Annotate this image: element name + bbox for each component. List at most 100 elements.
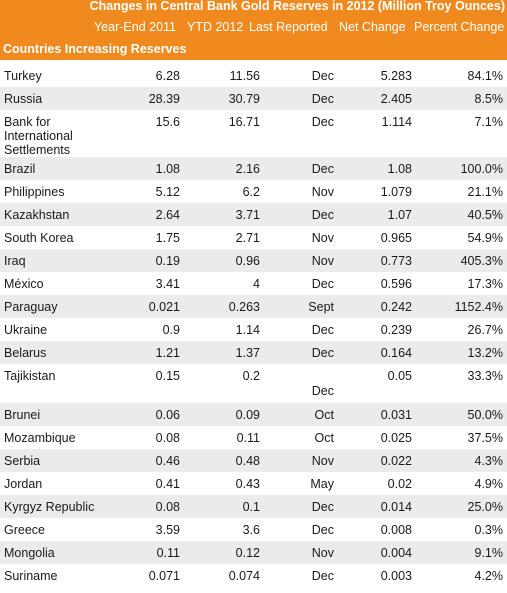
percent-change-cell: 40.5% (467, 207, 503, 222)
year-end-2011-cell: 28.39 (148, 91, 180, 106)
section-header: Countries Increasing Reserves (0, 40, 507, 62)
column-header-row: Year-End 2011 YTD 2012 Last Reported Net… (0, 16, 507, 40)
percent-change-cell: 25.0% (467, 499, 503, 514)
last-reported-cell: Oct (314, 407, 334, 422)
percent-change-cell: 50.0% (467, 407, 503, 422)
last-reported-cell: Dec (311, 499, 334, 514)
percent-change-cell: 21.1% (467, 184, 503, 199)
percent-change-cell: 4.3% (474, 453, 504, 468)
col-net-change: Net Change (339, 20, 406, 34)
year-end-2011-cell: 0.41 (155, 476, 180, 491)
net-change-cell: 0.02 (387, 476, 412, 491)
ytd-2012-cell: 6.2 (242, 184, 260, 199)
ytd-2012-cell: 4 (253, 276, 260, 291)
year-end-2011-cell: 0.071 (148, 568, 180, 583)
table-row: Greece 3.59 3.6 Dec 0.008 0.3% (0, 518, 507, 541)
country-cell: Suriname (4, 568, 58, 583)
table-row: Jordan 0.41 0.43 May 0.02 4.9% (0, 472, 507, 495)
col-ytd-2012: YTD 2012 (187, 20, 244, 34)
table-row: Mozambique 0.08 0.11 Oct 0.025 37.5% (0, 426, 507, 449)
col-percent-change: Percent Change (414, 20, 505, 34)
table-row: Iraq 0.19 0.96 Nov 0.773 405.3% (0, 249, 507, 272)
country-cell: Greece (4, 522, 45, 537)
col-year-end-2011: Year-End 2011 (94, 20, 177, 34)
net-change-cell: 0.003 (380, 568, 412, 583)
ytd-2012-cell: 11.56 (229, 68, 260, 83)
country-cell: South Korea (4, 230, 74, 245)
last-reported-cell: Nov (311, 184, 334, 199)
last-reported-cell: Dec (311, 345, 334, 360)
percent-change-cell: 7.1% (474, 115, 504, 129)
ytd-2012-cell: 0.1 (242, 499, 260, 514)
country-cell: Belarus (4, 345, 47, 360)
country-cell: Jordan (4, 476, 43, 491)
percent-change-cell: 26.7% (467, 322, 503, 337)
net-change-cell: 1.079 (380, 184, 412, 199)
year-end-2011-cell: 1.75 (155, 230, 180, 245)
percent-change-cell: 33.3% (467, 369, 503, 383)
country-cell: Paraguay (4, 299, 58, 314)
ytd-2012-cell: 0.2 (242, 369, 260, 383)
last-reported-cell: Nov (311, 545, 334, 560)
country-cell: Turkey (4, 68, 42, 83)
percent-change-cell: 4.2% (474, 568, 504, 583)
ytd-2012-cell: 2.16 (235, 161, 260, 176)
percent-change-cell: 1152.4% (454, 299, 503, 314)
net-change-cell: 1.114 (381, 115, 412, 129)
net-change-cell: 0.773 (380, 253, 412, 268)
year-end-2011-cell: 3.41 (155, 276, 180, 291)
table-row: Paraguay 0.021 0.263 Sept 0.242 1152.4% (0, 295, 507, 318)
last-reported-cell: Dec (311, 276, 334, 291)
year-end-2011-cell: 0.15 (155, 369, 180, 383)
year-end-2011-cell: 0.9 (162, 322, 180, 337)
ytd-2012-cell: 1.37 (235, 345, 260, 360)
data-table: Turkey 6.28 11.56 Dec 5.283 84.1% Russia 28.39 3… (0, 64, 507, 587)
table-row: Serbia 0.46 0.48 Nov 0.022 4.3% (0, 449, 507, 472)
col-last-reported: Last Reported (249, 20, 328, 34)
table-row: México 3.41 4 Dec 0.596 17.3% (0, 272, 507, 295)
net-change-cell: 0.014 (380, 499, 412, 514)
country-cell: Brunei (4, 407, 41, 422)
percent-change-cell: 17.3% (467, 276, 503, 291)
table-title: Changes in Central Bank Gold Reserves in… (0, 0, 507, 16)
ytd-2012-cell: 0.074 (228, 568, 260, 583)
year-end-2011-cell: 0.11 (156, 545, 180, 560)
ytd-2012-cell: 0.96 (235, 253, 260, 268)
year-end-2011-cell: 5.12 (155, 184, 180, 199)
table-row: Bank for International Settlements 15.6 16… (0, 110, 507, 157)
net-change-cell: 0.164 (380, 345, 412, 360)
country-cell: Iraq (4, 253, 26, 268)
net-change-cell: 0.008 (380, 522, 412, 537)
ytd-2012-cell: 0.263 (228, 299, 260, 314)
country-cell: Kyrgyz Republic (4, 499, 95, 514)
net-change-cell: 5.283 (380, 68, 412, 83)
last-reported-cell: Dec (311, 522, 334, 537)
country-cell: Serbia (4, 453, 41, 468)
year-end-2011-cell: 1.08 (155, 161, 180, 176)
country-cell: Mozambique (4, 430, 76, 445)
table-row: Brazil 1.08 2.16 Dec 1.08 100.0% (0, 157, 507, 180)
year-end-2011-cell: 0.08 (155, 499, 180, 514)
ytd-2012-cell: 0.11 (236, 430, 260, 445)
last-reported-cell: Dec (311, 115, 334, 129)
percent-change-cell: 4.9% (474, 476, 504, 491)
ytd-2012-cell: 30.79 (228, 91, 260, 106)
last-reported-cell: Dec (311, 91, 334, 106)
net-change-cell: 1.08 (387, 161, 412, 176)
last-reported-cell: Dec (311, 161, 334, 176)
country-cell: Brazil (4, 161, 36, 176)
table-row: Philippines 5.12 6.2 Nov 1.079 21.1% (0, 180, 507, 203)
net-change-cell: 0.022 (380, 453, 412, 468)
country-cell: México (4, 276, 44, 291)
section-divider (0, 62, 507, 64)
year-end-2011-cell: 0.19 (155, 253, 180, 268)
year-end-2011-cell: 15.6 (155, 115, 180, 129)
ytd-2012-cell: 0.12 (235, 545, 260, 560)
year-end-2011-cell: 1.21 (155, 345, 180, 360)
ytd-2012-cell: 0.48 (235, 453, 260, 468)
percent-change-cell: 13.2% (467, 345, 503, 360)
last-reported-cell: Nov (311, 230, 334, 245)
last-reported-cell: Dec (311, 322, 334, 337)
percent-change-cell: 0.3% (474, 522, 504, 537)
net-change-cell: 0.004 (380, 545, 412, 560)
